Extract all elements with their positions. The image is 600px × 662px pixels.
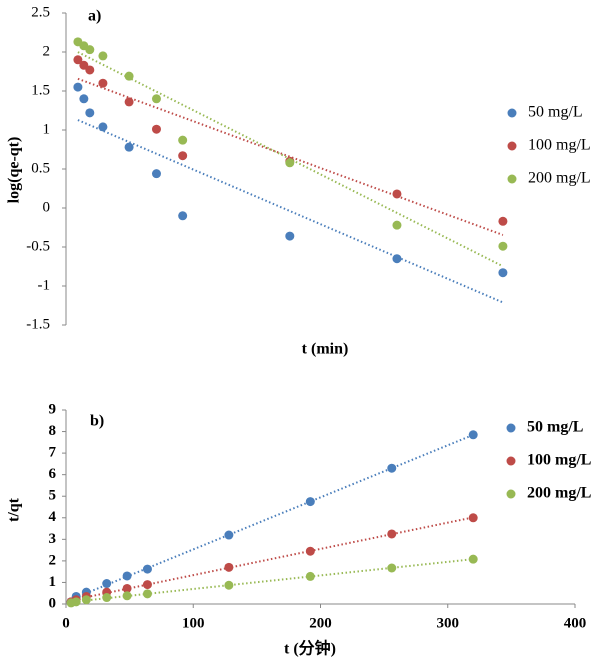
data-point [392,254,402,264]
legend-label: 200 mg/L [528,170,591,187]
data-point [102,593,112,603]
data-point [285,158,295,168]
trend-line [70,558,474,603]
data-point [178,135,188,145]
data-point [73,55,83,65]
y-axis-label: t/qt [6,497,23,522]
data-point [392,189,402,199]
data-point [122,583,132,593]
y-tick-label: -1 [38,277,51,293]
data-point [387,529,397,539]
data-point [387,463,397,473]
legend-marker [506,423,516,433]
data-point [85,108,95,118]
trend-line [77,119,504,304]
data-point [468,513,478,523]
x-axis-label: t (min) [302,341,349,358]
data-point [305,571,315,581]
x-tick-label: 0 [62,615,70,631]
data-point [178,211,188,221]
data-point [79,94,89,104]
data-point [102,579,112,589]
data-point [468,554,478,564]
data-point [224,562,234,572]
data-point [498,268,508,278]
data-point [73,82,83,92]
legend-marker [506,456,516,466]
y-tick-label: -0.5 [26,238,50,254]
y-tick-label: 6 [49,466,57,482]
legend-label: 100 mg/L [527,452,591,469]
data-point [151,94,161,104]
legend-label: 50 mg/L [527,419,583,436]
data-point [85,45,95,55]
x-tick-label: 100 [182,615,205,631]
y-tick-label: 0 [43,199,51,215]
data-point [224,530,234,540]
y-tick-label: 9 [49,401,57,417]
y-tick-label: 1 [43,121,51,137]
legend-marker [507,141,517,151]
data-point [151,124,161,134]
data-point [392,220,402,230]
y-tick-label: 1.5 [31,82,50,98]
x-tick-label: 300 [437,615,460,631]
legend-label: 100 mg/L [528,137,591,154]
chart: 0 1 2 3 4 5 6 7 8 9 0 100 200 300 400 50 mg/L 100 mg/L 20… [6,401,592,657]
trend-line [77,51,504,268]
data-point [224,580,234,590]
data-point [98,78,108,88]
data-point [124,142,134,152]
y-tick-label: 1 [49,574,57,590]
data-point [122,571,132,581]
data-point [305,546,315,556]
data-point [498,241,508,251]
y-tick-label: 2 [49,552,57,568]
data-point [81,595,91,605]
y-tick-label: 3 [49,531,57,547]
legend-label: 50 mg/L [528,104,583,121]
data-point [178,151,188,161]
x-tick-label: 200 [309,615,332,631]
data-point [142,589,152,599]
data-point [498,216,508,226]
data-point [142,564,152,574]
y-tick-label: 2.5 [31,4,50,20]
legend-marker [507,174,517,184]
legend-marker [506,489,516,499]
data-point [122,591,132,601]
y-axis-label: log(qe-qt) [6,137,23,204]
legend-label: 200 mg/L [527,485,591,502]
y-tick-label: 8 [49,423,57,439]
data-point [387,563,397,573]
trend-line [70,516,474,602]
data-point [285,231,295,241]
chart: -1.5 -1 -0.5 0 0.5 1 1.5 2 2.5 50 mg/L 100 mg/L 200… [6,4,591,357]
data-point [142,580,152,590]
y-tick-label: -1.5 [26,316,50,332]
legend-marker [507,108,517,118]
x-tick-label: 400 [564,615,587,631]
y-tick-label: 2 [43,43,51,59]
chart-title: b) [90,413,104,430]
y-tick-label: 0.5 [31,160,50,176]
data-point [85,65,95,75]
data-point [124,97,134,107]
data-point [468,430,478,440]
y-tick-label: 0 [49,595,57,611]
y-tick-label: 4 [49,509,57,525]
x-axis-label: t (分钟) [284,639,336,658]
chart-title: a) [88,8,101,25]
trend-line [77,77,504,236]
trend-line [70,433,474,601]
y-tick-label: 7 [49,445,57,461]
y-tick-label: 5 [49,488,57,504]
data-point [98,122,108,132]
data-point [151,169,161,179]
data-point [124,71,134,81]
data-point [71,597,81,607]
data-point [98,51,108,61]
data-point [305,497,315,507]
